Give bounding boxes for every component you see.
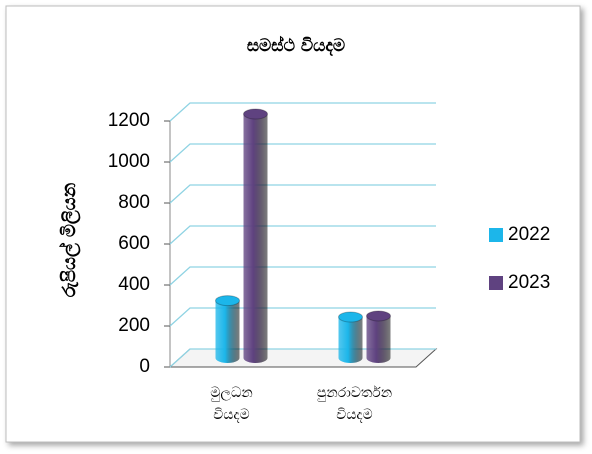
legend-swatch	[489, 228, 503, 242]
bar	[243, 108, 268, 363]
grid-line	[169, 307, 436, 327]
grid-line	[169, 266, 436, 286]
y-axis-label: රුපියල් මිලියන	[58, 182, 81, 297]
legend-swatch	[489, 276, 503, 290]
frame	[5, 5, 581, 443]
y-tick-label: 400	[118, 274, 150, 295]
legend-label: 2022	[508, 224, 550, 245]
bar-top	[243, 108, 268, 120]
x-tick-label: මුලධන	[210, 385, 253, 402]
bar-top	[366, 310, 391, 322]
y-tick-label: 1200	[108, 110, 150, 131]
bar	[366, 310, 391, 363]
y-tick-label: 1000	[108, 151, 150, 172]
y-tick-label: 200	[118, 315, 150, 336]
bar	[215, 295, 240, 363]
x-tick-label: වියදම	[336, 407, 372, 423]
grid-line	[169, 102, 436, 122]
y-tick-label: 800	[118, 192, 150, 213]
bar-body	[366, 315, 391, 363]
bar-body	[243, 114, 268, 363]
grid-line	[169, 184, 436, 204]
y-tick-label: 600	[118, 233, 150, 254]
grid-line	[169, 143, 436, 163]
x-tick-label: පුනරාවර්තන	[317, 385, 392, 402]
floor	[168, 348, 438, 368]
grid-line	[169, 225, 436, 245]
bar-body	[338, 317, 363, 363]
x-tick-label: වියදම	[213, 407, 249, 423]
chart-title: සමස්ථ වියදම	[247, 35, 345, 57]
bar-top	[338, 311, 363, 323]
y-tick-label: 0	[139, 356, 150, 377]
bar	[338, 311, 363, 363]
legend-label: 2023	[508, 272, 550, 293]
bar-body	[215, 300, 240, 363]
bar-top	[215, 295, 240, 307]
